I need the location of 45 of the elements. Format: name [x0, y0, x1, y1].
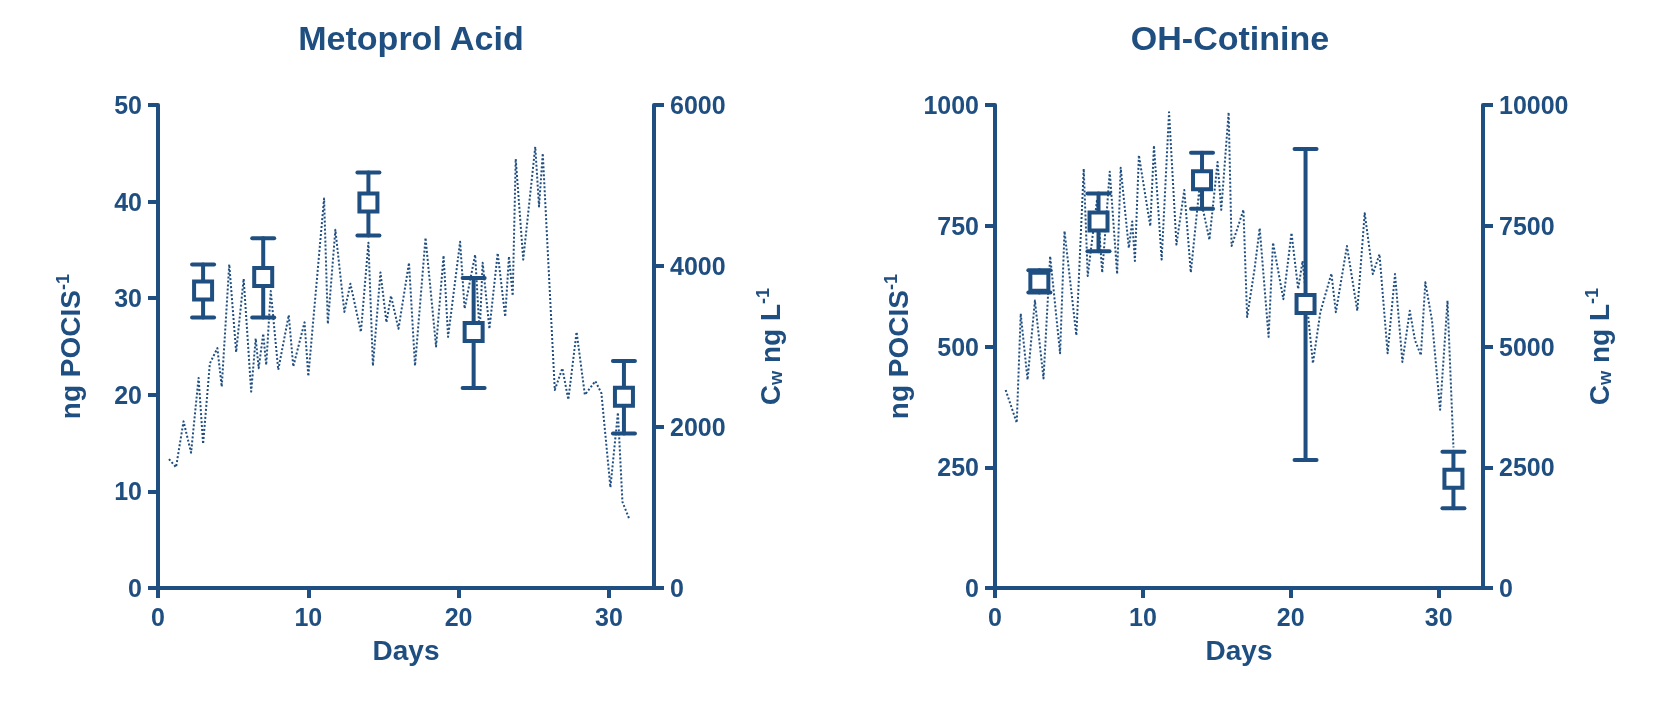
y2-axis-title: Cw ng L-1 — [753, 287, 787, 406]
y2-tick-label: 7500 — [1499, 211, 1555, 240]
chart-title: OH-Cotinine — [1130, 19, 1330, 57]
point — [252, 265, 275, 288]
x-axis-title: Days — [1205, 634, 1273, 666]
point — [612, 385, 635, 408]
y2-tick-label: 4000 — [670, 252, 726, 280]
chart-title: Metoprol Acid — [298, 19, 524, 57]
y2-tick-label: 6000 — [670, 91, 726, 119]
point — [1442, 467, 1465, 490]
x-tick-label: 0 — [151, 602, 165, 631]
point — [1191, 169, 1214, 192]
x-axis-title: Days — [372, 634, 440, 666]
x-tick-label: 0 — [988, 602, 1002, 631]
y-tick-label: 20 — [114, 380, 142, 409]
y-tick-label: 250 — [937, 453, 979, 482]
x-tick-label: 30 — [595, 602, 623, 631]
y-tick-label: 30 — [114, 284, 142, 313]
y2-tick-label: 10000 — [1499, 91, 1569, 119]
y2-axis-title: Cw ng L-1 — [1582, 287, 1616, 406]
x-tick-label: 10 — [294, 602, 323, 631]
y-axis-title: ng POCIS-1 — [881, 273, 914, 420]
y2-tick-label: 0 — [1499, 574, 1513, 602]
x-tick-label: 20 — [444, 602, 473, 631]
y-tick-label: 0 — [128, 574, 142, 602]
point — [462, 321, 485, 344]
y2-tick-label: 2000 — [670, 413, 726, 441]
x-tick-label: 10 — [1128, 602, 1157, 631]
y2-tick-label: 2500 — [1499, 453, 1555, 482]
x-tick-label: 20 — [1276, 602, 1305, 631]
y-tick-label: 500 — [937, 332, 979, 361]
point — [357, 191, 380, 214]
y-axis-title: ng POCIS-1 — [53, 273, 86, 420]
y-tick-label: 50 — [114, 91, 142, 119]
y2-tick-label: 0 — [670, 574, 684, 602]
y2-tick-label: 5000 — [1499, 332, 1555, 361]
y-tick-label: 1000 — [923, 91, 979, 119]
x-tick-label: 30 — [1424, 602, 1453, 631]
point — [1087, 210, 1110, 233]
y-tick-label: 40 — [114, 187, 142, 216]
y-tick-label: 0 — [965, 574, 979, 602]
point — [1294, 293, 1317, 315]
y-tick-label: 10 — [114, 477, 142, 506]
point — [192, 279, 215, 302]
y-tick-label: 750 — [937, 211, 979, 240]
